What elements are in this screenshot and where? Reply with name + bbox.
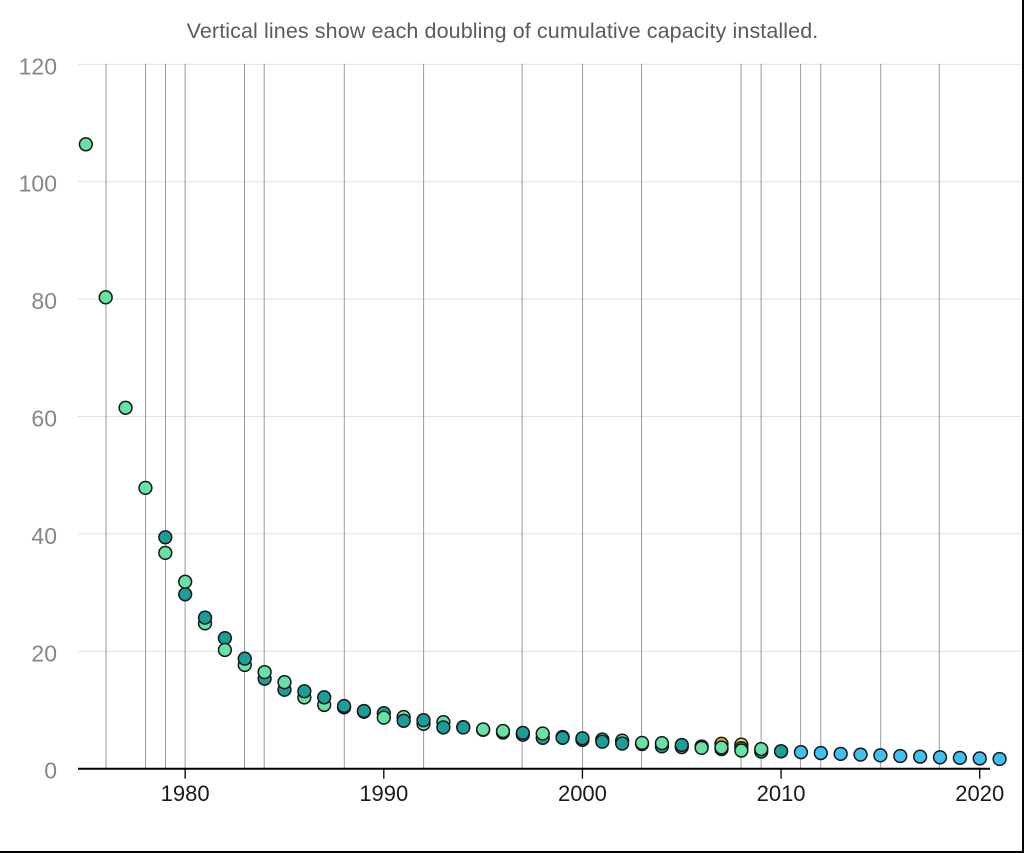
svg-text:100: 100: [19, 171, 57, 197]
svg-text:0: 0: [44, 758, 57, 784]
svg-text:2000: 2000: [558, 781, 607, 806]
svg-text:60: 60: [31, 406, 57, 432]
svg-text:1990: 1990: [359, 781, 408, 806]
svg-text:80: 80: [31, 288, 57, 314]
svg-text:40: 40: [31, 523, 57, 549]
svg-text:20: 20: [31, 640, 57, 666]
svg-text:2010: 2010: [757, 781, 806, 806]
svg-text:120: 120: [19, 53, 57, 79]
svg-text:2020: 2020: [955, 781, 1004, 806]
svg-text:1980: 1980: [161, 781, 210, 806]
